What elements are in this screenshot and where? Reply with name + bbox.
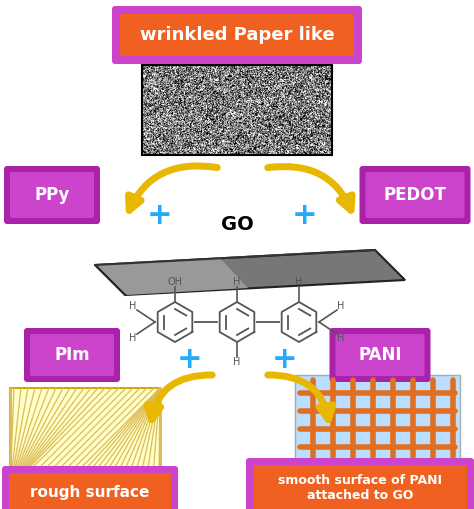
Text: +: +: [177, 346, 203, 375]
Text: GO: GO: [220, 215, 254, 235]
FancyBboxPatch shape: [329, 328, 430, 382]
Text: PANI: PANI: [358, 346, 402, 364]
Text: +: +: [272, 346, 298, 375]
Text: H: H: [233, 357, 241, 367]
FancyBboxPatch shape: [9, 473, 171, 509]
Text: smooth surface of PANI
attached to GO: smooth surface of PANI attached to GO: [278, 474, 442, 502]
FancyBboxPatch shape: [4, 166, 100, 224]
Text: PIm: PIm: [54, 346, 90, 364]
FancyBboxPatch shape: [24, 328, 120, 382]
Text: H: H: [337, 301, 345, 311]
FancyBboxPatch shape: [10, 172, 94, 218]
Text: rough surface: rough surface: [30, 485, 150, 499]
Text: wrinkled Paper like: wrinkled Paper like: [140, 26, 334, 44]
Bar: [10, 388, 160, 488]
Polygon shape: [95, 250, 405, 295]
FancyBboxPatch shape: [30, 334, 114, 376]
FancyBboxPatch shape: [112, 6, 362, 64]
Text: H: H: [129, 301, 137, 311]
Text: H: H: [233, 277, 241, 287]
FancyBboxPatch shape: [365, 172, 465, 218]
FancyBboxPatch shape: [246, 458, 474, 509]
Bar: [142, 65, 332, 155]
FancyBboxPatch shape: [253, 465, 467, 509]
FancyArrowPatch shape: [268, 375, 333, 419]
FancyArrowPatch shape: [147, 375, 212, 419]
Text: OH: OH: [167, 277, 182, 287]
FancyArrowPatch shape: [128, 166, 217, 210]
FancyBboxPatch shape: [336, 334, 425, 376]
Text: +: +: [147, 201, 173, 230]
Polygon shape: [97, 258, 248, 295]
FancyBboxPatch shape: [120, 14, 354, 56]
Text: +: +: [292, 201, 318, 230]
FancyArrowPatch shape: [268, 166, 352, 210]
Text: PEDOT: PEDOT: [383, 186, 447, 204]
FancyBboxPatch shape: [2, 466, 178, 509]
Bar: [295, 375, 460, 485]
Text: H: H: [337, 333, 345, 343]
FancyBboxPatch shape: [359, 166, 471, 224]
Text: H: H: [295, 277, 303, 287]
Text: H: H: [129, 333, 137, 343]
Text: PPy: PPy: [34, 186, 70, 204]
